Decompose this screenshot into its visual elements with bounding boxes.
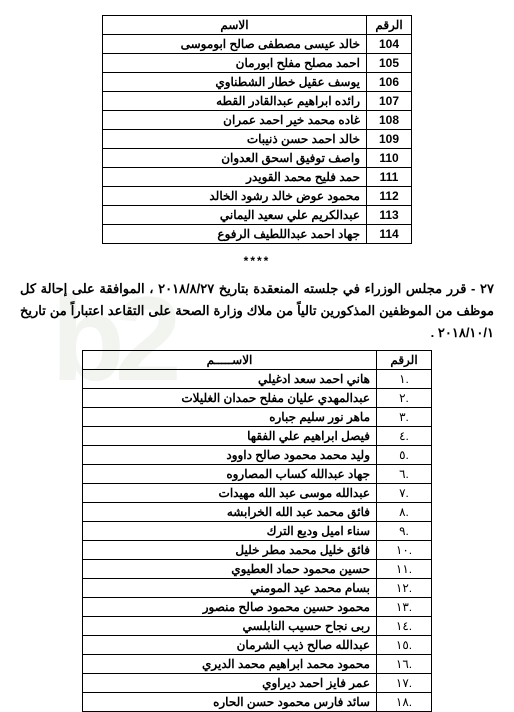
row-num: .١٣ xyxy=(377,598,432,617)
row-name: ربى نجاح حسيب النابلسي xyxy=(83,617,377,636)
row-num: 105 xyxy=(367,54,412,73)
decision-paragraph: ٢٧ - قرر مجلس الوزراء في جلسته المنعقدة … xyxy=(20,278,494,344)
table-row: .٥وليد محمد محمود صالح داوود xyxy=(83,446,432,465)
row-name: خالد عيسى مصطفى صالح ابوموسى xyxy=(103,35,367,54)
row-num: .٧ xyxy=(377,484,432,503)
row-name: ماهر نور سليم جباره xyxy=(83,408,377,427)
row-name: غاده محمد خير احمد عمران xyxy=(103,111,367,130)
row-name: جهاد عبدالله كساب المصاروه xyxy=(83,465,377,484)
table-row: .٦جهاد عبدالله كساب المصاروه xyxy=(83,465,432,484)
table-row: .١٤ربى نجاح حسيب النابلسي xyxy=(83,617,432,636)
table-row: 113عبدالكريم علي سعيد اليماني xyxy=(103,206,412,225)
row-num: .٦ xyxy=(377,465,432,484)
table-row: .٨فائق محمد عبد الله الخرابشه xyxy=(83,503,432,522)
table-row: .١١حسين محمود حماد العطيوي xyxy=(83,560,432,579)
row-name: عبدالله صالح ذيب الشرمان xyxy=(83,636,377,655)
row-num: .٢ xyxy=(377,389,432,408)
row-num: 114 xyxy=(367,225,412,244)
row-name: بسام محمد عيد المومني xyxy=(83,579,377,598)
table-row: .١٨سائد فارس محمود حسن الحاره xyxy=(83,693,432,712)
row-num: 108 xyxy=(367,111,412,130)
row-name: محمود حسين محمود صالح منصور xyxy=(83,598,377,617)
row-num: .١٤ xyxy=(377,617,432,636)
t1-header-name: الاسم xyxy=(103,16,367,35)
row-num: 110 xyxy=(367,149,412,168)
table-row: 109خالد احمد حسن ذنيبات xyxy=(103,130,412,149)
table-row: 111حمد فليح محمد القويدر xyxy=(103,168,412,187)
table-row: 106يوسف عقيل خطار الشطناوي xyxy=(103,73,412,92)
t2-header-name: الاســـــم xyxy=(83,351,377,370)
row-num: 109 xyxy=(367,130,412,149)
row-num: 112 xyxy=(367,187,412,206)
row-name: عبدالكريم علي سعيد اليماني xyxy=(103,206,367,225)
row-name: هاني احمد سعد ادغيلي xyxy=(83,370,377,389)
table-row: .٤فيصل ابراهيم علي الفقها xyxy=(83,427,432,446)
row-name: وليد محمد محمود صالح داوود xyxy=(83,446,377,465)
table-row: .٧عبدالله موسى عبد الله مهيدات xyxy=(83,484,432,503)
table-row: .١٥عبدالله صالح ذيب الشرمان xyxy=(83,636,432,655)
table-row: 108غاده محمد خير احمد عمران xyxy=(103,111,412,130)
table-row: .١٢بسام محمد عيد المومني xyxy=(83,579,432,598)
table-2: الرقم الاســـــم .١هاني احمد سعد ادغيلي.… xyxy=(82,350,432,712)
page-content: الرقم الاسم 104خالد عيسى مصطفى صالح ابوم… xyxy=(20,15,494,712)
row-num: .٥ xyxy=(377,446,432,465)
row-name: واصف توفيق اسحق العدوان xyxy=(103,149,367,168)
row-name: حمد فليح محمد القويدر xyxy=(103,168,367,187)
table-1: الرقم الاسم 104خالد عيسى مصطفى صالح ابوم… xyxy=(102,15,412,244)
row-name: محمود محمد ابراهيم محمد الديري xyxy=(83,655,377,674)
row-name: محمود عوض خالد رشود الخالد xyxy=(103,187,367,206)
table-row: .١٠فائق خليل محمد مطر خليل xyxy=(83,541,432,560)
row-name: حسين محمود حماد العطيوي xyxy=(83,560,377,579)
separator: **** xyxy=(20,254,494,268)
row-num: 104 xyxy=(367,35,412,54)
row-num: .١٧ xyxy=(377,674,432,693)
row-name: عبدالمهدي عليان مفلح حمدان الغليلات xyxy=(83,389,377,408)
row-name: احمد مصلح مفلح ابورمان xyxy=(103,54,367,73)
table-row: .٢عبدالمهدي عليان مفلح حمدان الغليلات xyxy=(83,389,432,408)
row-num: .١٢ xyxy=(377,579,432,598)
row-name: عمر فايز احمد ديراوي xyxy=(83,674,377,693)
row-name: سناء اميل وديع الترك xyxy=(83,522,377,541)
row-num: 107 xyxy=(367,92,412,111)
row-num: .١٥ xyxy=(377,636,432,655)
row-num: .١١ xyxy=(377,560,432,579)
table-row: 110واصف توفيق اسحق العدوان xyxy=(103,149,412,168)
table-row: .١٧عمر فايز احمد ديراوي xyxy=(83,674,432,693)
row-num: .١٨ xyxy=(377,693,432,712)
table-row: .٣ماهر نور سليم جباره xyxy=(83,408,432,427)
row-name: فيصل ابراهيم علي الفقها xyxy=(83,427,377,446)
row-num: 111 xyxy=(367,168,412,187)
row-name: عبدالله موسى عبد الله مهيدات xyxy=(83,484,377,503)
row-num: .٤ xyxy=(377,427,432,446)
row-num: 106 xyxy=(367,73,412,92)
row-num: 113 xyxy=(367,206,412,225)
row-num: .١٠ xyxy=(377,541,432,560)
row-num: .٣ xyxy=(377,408,432,427)
row-num: .١ xyxy=(377,370,432,389)
row-name: فائق خليل محمد مطر خليل xyxy=(83,541,377,560)
table-row: 104خالد عيسى مصطفى صالح ابوموسى xyxy=(103,35,412,54)
table-row: 107رائده ابراهيم عبدالقادر القطه xyxy=(103,92,412,111)
t1-header-num: الرقم xyxy=(367,16,412,35)
row-name: فائق محمد عبد الله الخرابشه xyxy=(83,503,377,522)
table-row: 112محمود عوض خالد رشود الخالد xyxy=(103,187,412,206)
row-name: رائده ابراهيم عبدالقادر القطه xyxy=(103,92,367,111)
row-num: .١٦ xyxy=(377,655,432,674)
row-name: خالد احمد حسن ذنيبات xyxy=(103,130,367,149)
table-row: .١هاني احمد سعد ادغيلي xyxy=(83,370,432,389)
row-name: سائد فارس محمود حسن الحاره xyxy=(83,693,377,712)
table-row: .١٣محمود حسين محمود صالح منصور xyxy=(83,598,432,617)
row-name: يوسف عقيل خطار الشطناوي xyxy=(103,73,367,92)
table-row: 105احمد مصلح مفلح ابورمان xyxy=(103,54,412,73)
t2-header-num: الرقم xyxy=(377,351,432,370)
row-num: .٨ xyxy=(377,503,432,522)
row-name: جهاد احمد عبداللطيف الرفوع xyxy=(103,225,367,244)
table-row: .٩سناء اميل وديع الترك xyxy=(83,522,432,541)
table-row: .١٦محمود محمد ابراهيم محمد الديري xyxy=(83,655,432,674)
row-num: .٩ xyxy=(377,522,432,541)
table-row: 114جهاد احمد عبداللطيف الرفوع xyxy=(103,225,412,244)
